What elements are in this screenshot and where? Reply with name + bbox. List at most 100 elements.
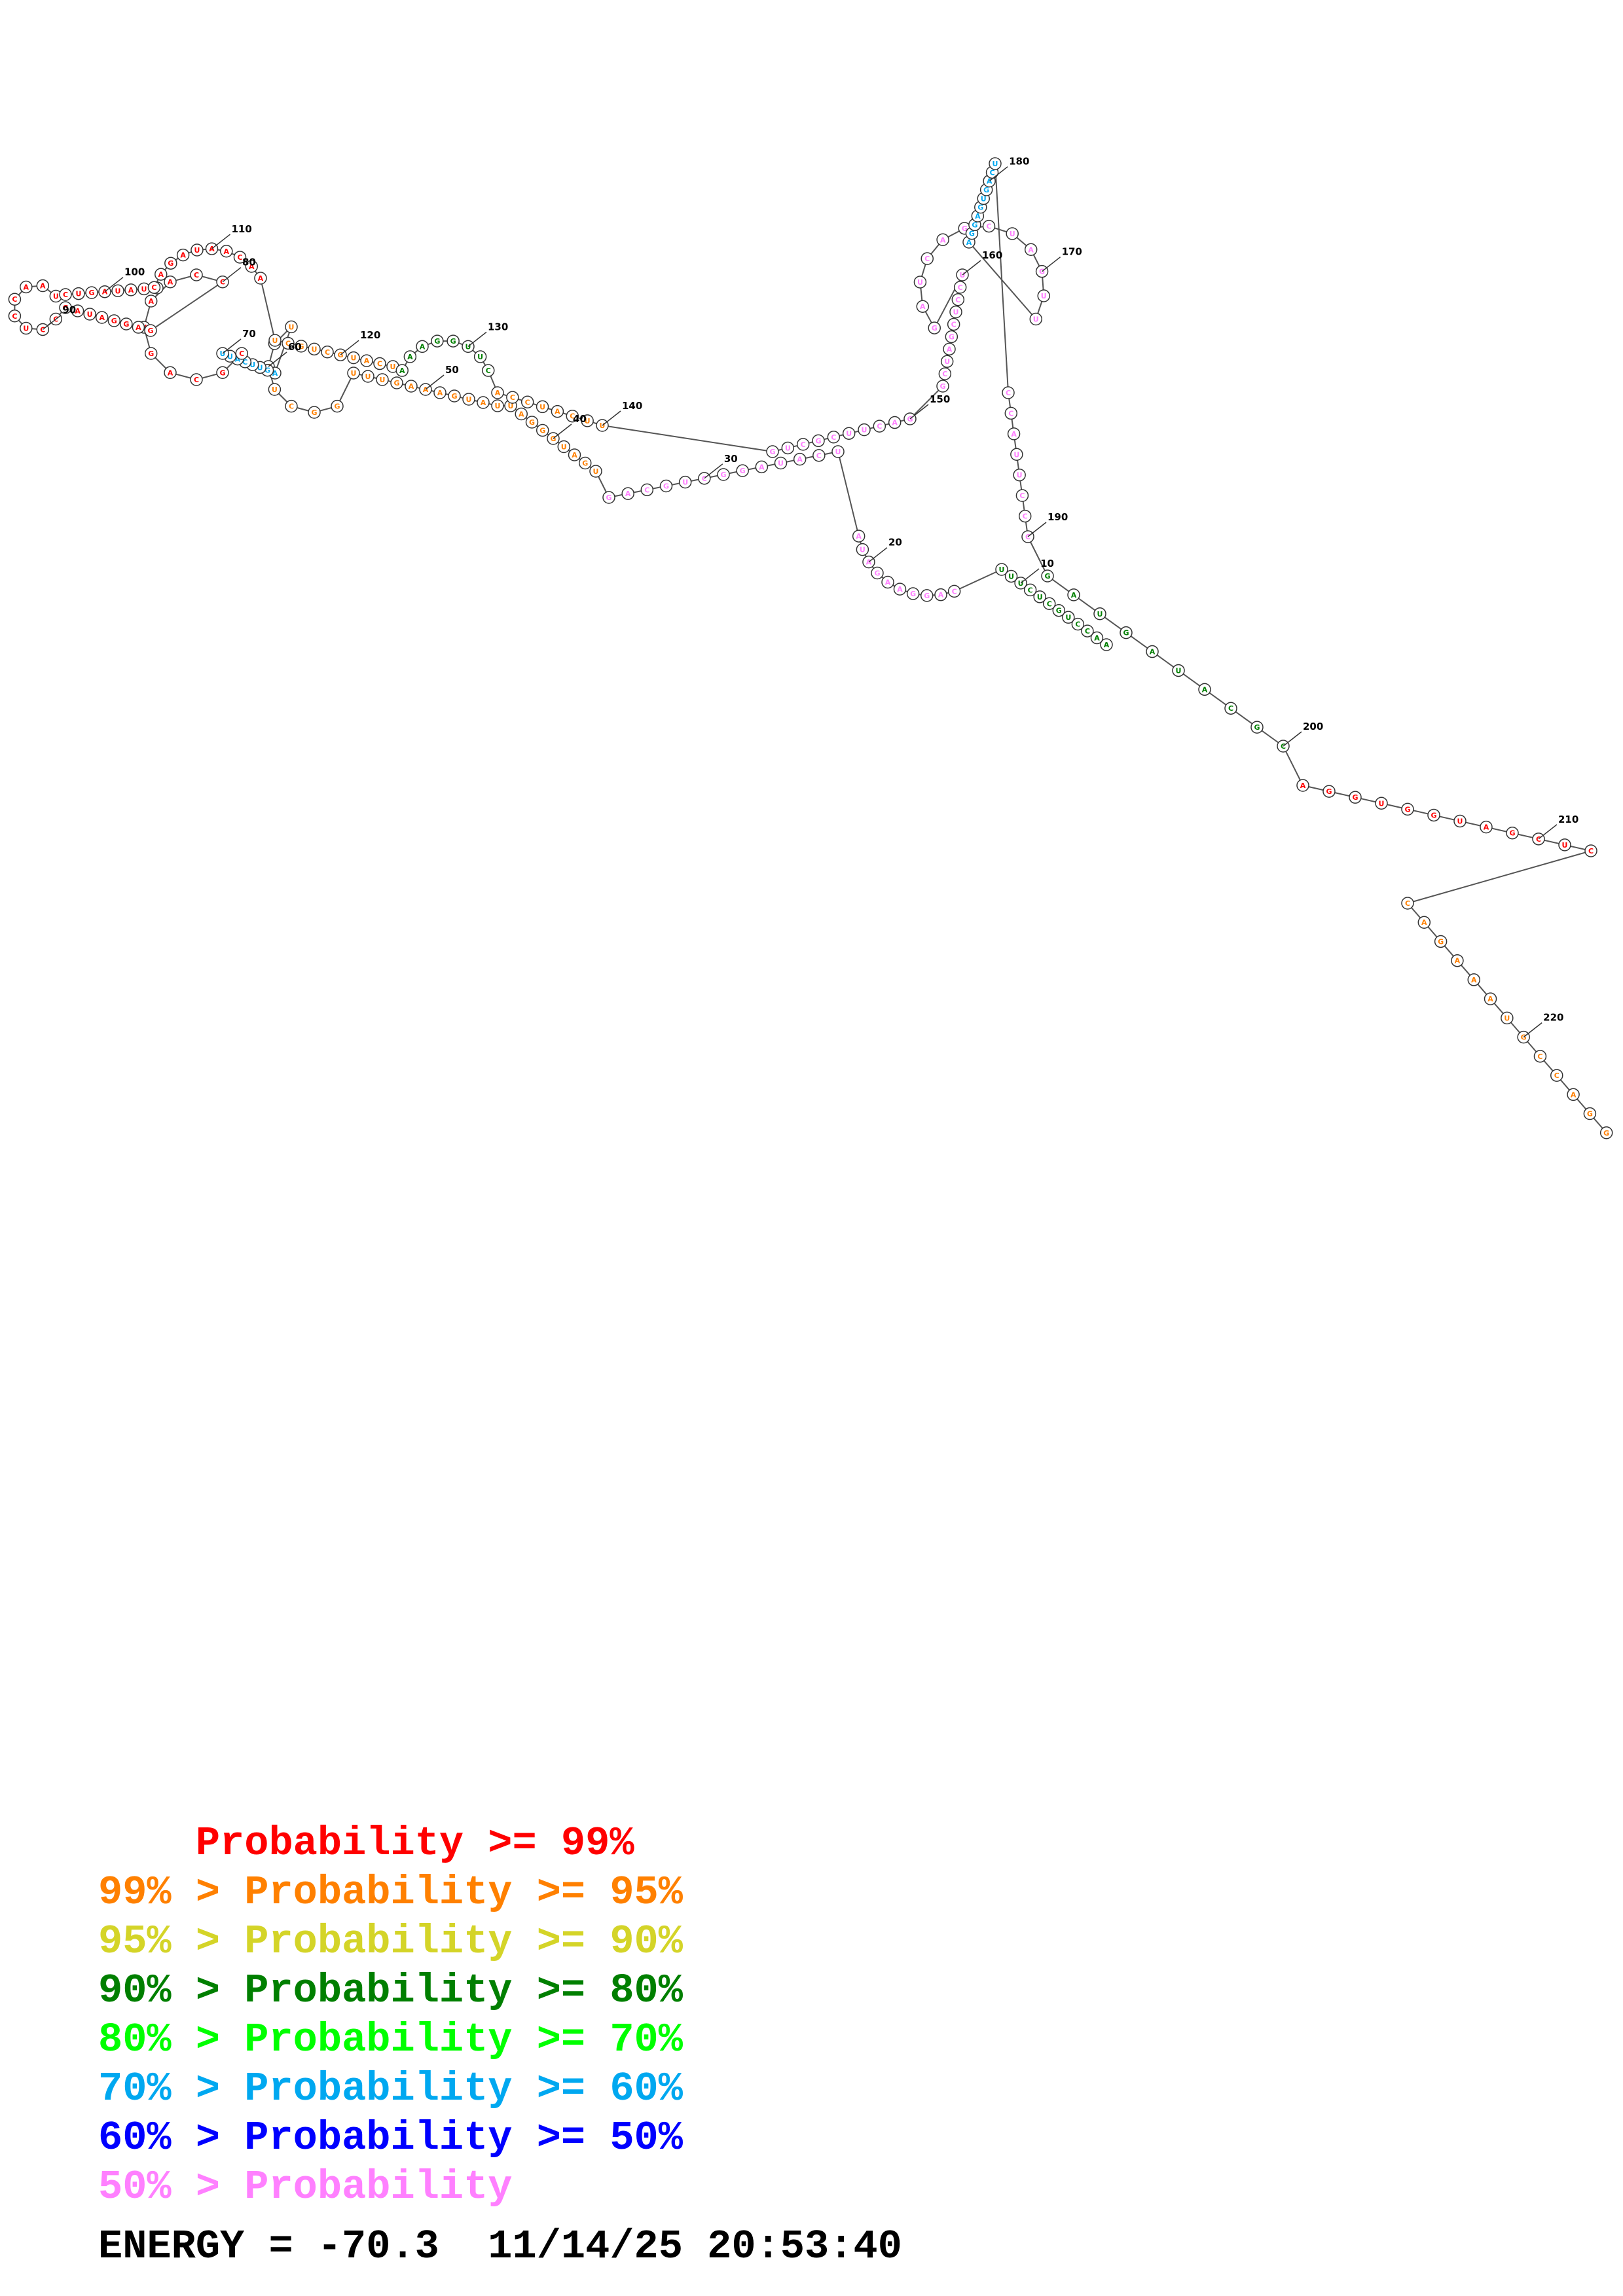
nucleotide: A <box>164 366 177 380</box>
nucleotide: A <box>164 275 177 289</box>
nucleotide: C <box>812 449 826 462</box>
svg-text:A: A <box>987 177 993 186</box>
position-label: 190 <box>1048 511 1068 523</box>
nucleotide: U <box>1029 312 1043 326</box>
svg-text:U: U <box>960 271 966 279</box>
nucleotide: G <box>871 566 884 580</box>
nucleotide: A <box>621 487 634 500</box>
svg-text:A: A <box>407 353 413 361</box>
svg-text:C: C <box>986 223 991 231</box>
svg-text:G: G <box>1603 1129 1609 1138</box>
position-label: 10 <box>1040 558 1054 569</box>
nucleotide: C <box>947 317 960 331</box>
svg-text:U: U <box>380 376 386 384</box>
svg-text:U: U <box>1017 471 1023 480</box>
svg-text:U: U <box>778 459 784 468</box>
nucleotide: U <box>831 445 845 458</box>
svg-text:U: U <box>1033 315 1039 324</box>
position-tick <box>1538 824 1558 840</box>
nucleotide: U <box>347 351 360 365</box>
position-tick <box>553 423 572 439</box>
svg-text:A: A <box>136 323 141 332</box>
nucleotide: C <box>190 373 203 386</box>
nucleotide: A <box>1090 631 1104 645</box>
nucleotide: U <box>858 423 871 437</box>
svg-text:U: U <box>1008 572 1014 581</box>
svg-text:U: U <box>477 353 483 361</box>
svg-text:U: U <box>1013 450 1019 459</box>
position-tick <box>602 410 621 426</box>
svg-text:A: A <box>235 355 241 364</box>
svg-text:A: A <box>102 288 108 296</box>
nucleotide: A <box>1417 916 1431 929</box>
svg-text:C: C <box>644 486 649 494</box>
nucleotide: U <box>361 370 374 383</box>
position-label: 210 <box>1558 814 1578 825</box>
svg-text:G: G <box>939 382 945 391</box>
svg-text:C: C <box>239 350 244 358</box>
energy-timestamp: ENERGY = -70.3 11/14/25 20:53:40 <box>98 2223 902 2270</box>
nucleotide: U <box>557 440 570 454</box>
svg-text:U: U <box>1041 292 1047 300</box>
position-tick <box>1027 522 1047 537</box>
position-tick <box>1020 568 1040 584</box>
svg-text:C: C <box>1028 586 1033 594</box>
svg-text:C: C <box>289 403 294 411</box>
legend-prefix: 99% > <box>98 1869 245 1916</box>
position-label: 40 <box>573 413 587 425</box>
svg-text:G: G <box>1438 937 1444 946</box>
svg-text:A: A <box>920 302 926 311</box>
svg-text:C: C <box>220 278 225 287</box>
svg-text:C: C <box>1023 512 1028 521</box>
svg-text:A: A <box>555 408 560 416</box>
svg-text:G: G <box>720 471 726 479</box>
nucleotide: U <box>72 287 85 300</box>
legend-prefix: 70% > <box>98 2066 245 2112</box>
svg-text:C: C <box>1554 1071 1559 1080</box>
svg-text:U: U <box>23 325 29 333</box>
svg-text:G: G <box>451 392 457 401</box>
svg-text:C: C <box>801 440 806 449</box>
svg-text:U: U <box>272 386 278 394</box>
svg-text:C: C <box>951 321 957 329</box>
legend-text: Probability >= 80% <box>244 1967 683 2014</box>
legend-prefix: 50% > <box>98 2164 245 2210</box>
nucleotide: C <box>285 399 298 413</box>
svg-text:C: C <box>958 283 963 292</box>
legend-row-80: 90% > Probability >= 80% <box>98 1971 683 2011</box>
svg-text:G: G <box>123 320 129 329</box>
nucleotide: U <box>589 465 602 478</box>
nucleotide: G <box>1506 826 1519 840</box>
nucleotide: A <box>1451 954 1464 967</box>
nucleotide: C <box>1533 1050 1547 1063</box>
svg-text:U: U <box>466 395 472 404</box>
svg-text:U: U <box>351 354 357 363</box>
nucleotide: A <box>403 350 417 363</box>
legend-text: Probability >= 60% <box>244 2066 683 2112</box>
svg-text:G: G <box>1123 629 1129 637</box>
svg-text:C: C <box>1228 704 1233 713</box>
nucleotide: C <box>520 395 534 409</box>
nucleotide: G <box>717 468 730 481</box>
nucleotide: U <box>1558 838 1571 852</box>
svg-text:U: U <box>539 403 545 411</box>
svg-text:A: A <box>409 382 414 391</box>
svg-text:U: U <box>1379 799 1385 808</box>
nucleotide: A <box>755 460 769 474</box>
nucleotide: U <box>536 400 549 414</box>
nucleotide: G <box>144 347 158 360</box>
nucleotide: A <box>36 279 50 293</box>
position-label: 140 <box>622 400 642 412</box>
nucleotides: AACCUGCUCUUUCAGGAAGAUAUCAUAGGCUGCAGUGAUG… <box>8 157 1613 1139</box>
legend-row-90: 95% > Probability >= 90% <box>98 1922 683 1962</box>
nucleotide: C <box>1401 897 1414 910</box>
svg-text:A: A <box>180 251 186 260</box>
nucleotide: A <box>1024 243 1038 257</box>
nucleotide: A <box>515 407 528 421</box>
svg-text:A: A <box>1571 1090 1577 1099</box>
nucleotide: G <box>1401 802 1414 816</box>
svg-text:C: C <box>1281 742 1286 751</box>
nucleotide: U <box>1006 227 1019 240</box>
backbone-segment <box>150 281 223 331</box>
svg-text:A: A <box>940 236 946 244</box>
